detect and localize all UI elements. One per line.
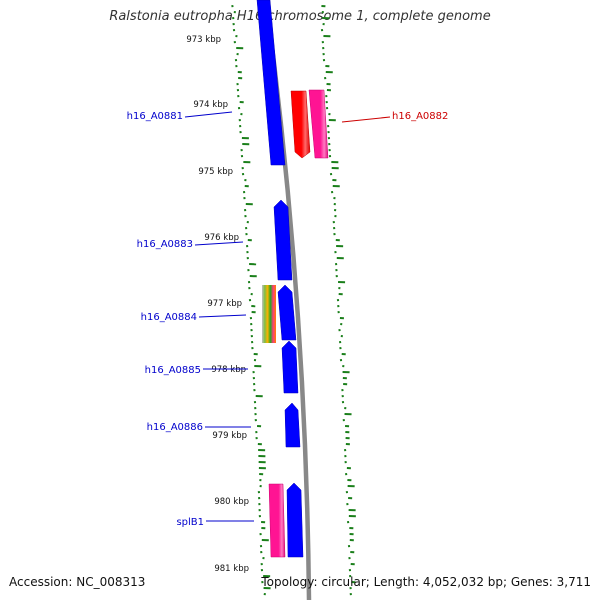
- multi-color-feature[interactable]: [262, 285, 276, 343]
- leader-h16_A0883: [194, 241, 244, 246]
- leader-h16_A0884: [198, 314, 247, 318]
- gc-track-right: [320, 5, 356, 596]
- gene-labels: h16_A0881 h16_A0882 h16_A0883 h16_A0884 …: [127, 111, 449, 528]
- gc-track-left: [231, 5, 271, 596]
- gene-h16_A0881[interactable]: [256, 0, 286, 166]
- forward-strand-genes: [256, 0, 304, 558]
- leader-h16_A0881: [184, 111, 233, 118]
- kbp-label-981: 981 kbp: [214, 564, 249, 574]
- genome-summary: Topology: circular; Length: 4,052,032 bp…: [261, 575, 591, 589]
- gene-label-h16_A0883[interactable]: h16_A0883: [137, 239, 193, 250]
- kbp-label-978: 978 kbp: [211, 365, 246, 375]
- kbp-ruler: 973 kbp 974 kbp 975 kbp 976 kbp 977 kbp …: [186, 35, 249, 574]
- gene-h16_A0885[interactable]: [281, 340, 299, 394]
- rna-features: [262, 89, 329, 558]
- gene-h16_A0882[interactable]: [290, 90, 311, 159]
- rrna-feature-pink-upper[interactable]: [308, 89, 329, 159]
- gene-label-h16_A0882[interactable]: h16_A0882: [392, 111, 448, 122]
- gene-label-splB1[interactable]: splB1: [176, 517, 204, 528]
- gene-label-h16_A0881[interactable]: h16_A0881: [127, 111, 183, 122]
- gene-h16_A0883[interactable]: [273, 199, 293, 281]
- kbp-label-979: 979 kbp: [212, 431, 247, 441]
- kbp-label-977: 977 kbp: [207, 299, 242, 309]
- kbp-label-980: 980 kbp: [214, 497, 249, 507]
- rrna-feature-pink-lower[interactable]: [268, 483, 286, 558]
- accession-label: Accession: NC_008313: [9, 575, 146, 589]
- gene-h16_A0884[interactable]: [277, 284, 297, 341]
- kbp-label-976: 976 kbp: [204, 233, 239, 243]
- gene-label-h16_A0884[interactable]: h16_A0884: [141, 312, 197, 323]
- gene-h16_A0886[interactable]: [284, 402, 301, 448]
- gene-leaders: [184, 111, 391, 522]
- leader-h16_A0882: [341, 116, 391, 123]
- gene-label-h16_A0886[interactable]: h16_A0886: [147, 422, 203, 433]
- gene-splB1[interactable]: [286, 482, 304, 558]
- kbp-label-975: 975 kbp: [198, 167, 233, 177]
- kbp-label-973: 973 kbp: [186, 35, 221, 45]
- gene-label-h16_A0885[interactable]: h16_A0885: [145, 365, 201, 376]
- kbp-label-974: 974 kbp: [193, 100, 228, 110]
- map-title: Ralstonia eutropha H16 chromosome 1, com…: [109, 9, 491, 24]
